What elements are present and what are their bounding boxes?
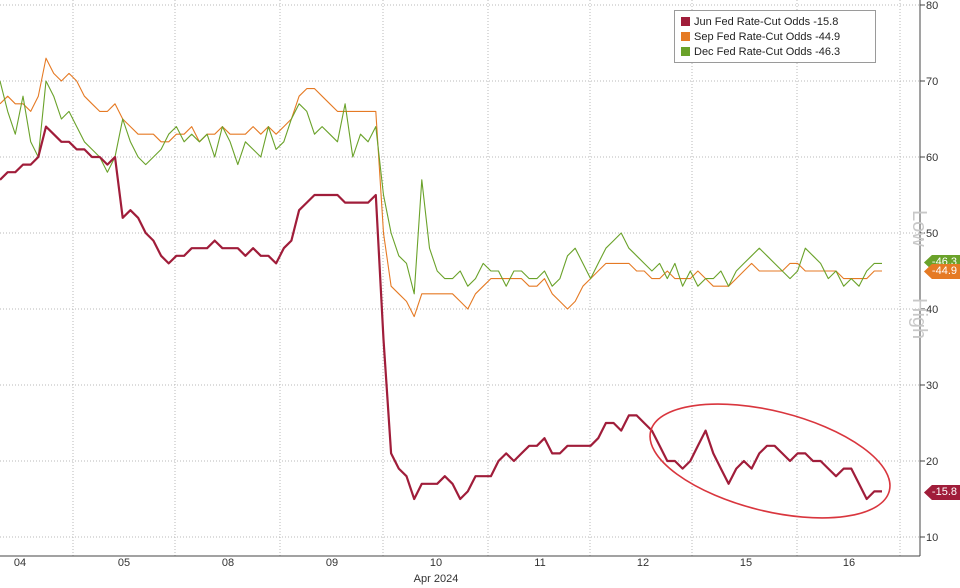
y-tick-label: 80	[926, 0, 938, 12]
legend-item-dec: Dec Fed Rate-Cut Odds -46.3	[681, 44, 869, 59]
y-tick-label: 70	[926, 76, 938, 88]
x-tick-label: 09	[326, 557, 338, 569]
legend-swatch-jun	[681, 17, 690, 26]
y-tick-label: 10	[926, 532, 938, 544]
y-tick-label: 30	[926, 380, 938, 392]
legend-value-jun: -15.8	[813, 15, 839, 28]
series-line-sep	[0, 57, 882, 318]
x-tick-label: 12	[637, 557, 649, 569]
legend: Jun Fed Rate-Cut Odds -15.8 Sep Fed Rate…	[674, 10, 876, 63]
legend-value-sep: -44.9	[815, 30, 841, 43]
legend-label-jun: Jun Fed Rate-Cut Odds	[694, 15, 811, 28]
x-tick-label: 10	[430, 557, 442, 569]
last-value-tag-jun: -15.8	[923, 485, 960, 500]
x-tick-label: 08	[222, 557, 234, 569]
legend-item-sep: Sep Fed Rate-Cut Odds -44.9	[681, 29, 869, 44]
last-value-tag-sep: -44.9	[923, 264, 960, 279]
highlight-ellipse	[649, 403, 891, 519]
plot-area	[0, 0, 920, 556]
series-line-jun	[0, 125, 882, 501]
side-label-low: Low	[908, 210, 930, 247]
legend-swatch-sep	[681, 32, 690, 41]
y-tick-label: 20	[926, 456, 938, 468]
y-tick-label: 50	[926, 228, 938, 240]
y-tick-label: 60	[926, 152, 938, 164]
x-axis-label: Apr 2024	[414, 573, 459, 585]
legend-label-dec: Dec Fed Rate-Cut Odds	[694, 45, 812, 58]
x-tick-label: 04	[14, 557, 26, 569]
legend-label-sep: Sep Fed Rate-Cut Odds	[694, 30, 813, 43]
legend-value-dec: -46.3	[815, 45, 841, 58]
series-line-dec	[0, 80, 882, 295]
x-tick-label: 16	[843, 557, 855, 569]
legend-swatch-dec	[681, 47, 690, 56]
side-label-high: High	[908, 298, 930, 340]
x-tick-label: 11	[534, 557, 545, 569]
x-tick-label: 15	[740, 557, 752, 569]
x-tick-label: 05	[118, 557, 130, 569]
legend-item-jun: Jun Fed Rate-Cut Odds -15.8	[681, 14, 869, 29]
y-tick-label: 40	[926, 304, 938, 316]
